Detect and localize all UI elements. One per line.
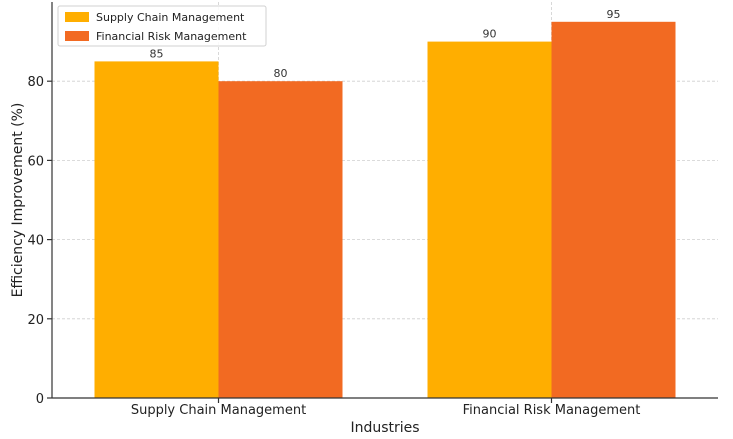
y-tick-label: 0	[36, 392, 44, 407]
bar-value-label: 85	[150, 47, 164, 60]
y-axis-label: Efficiency Improvement (%)	[10, 103, 26, 298]
legend-label-series-1: Supply Chain Management	[96, 11, 245, 24]
y-tick-label: 60	[27, 154, 44, 169]
bar	[94, 61, 219, 399]
axes	[47, 2, 718, 403]
tick-labels: 0 20 40 60 80 Supply Chain Management Financia…	[27, 75, 640, 418]
y-tick-label: 80	[27, 75, 44, 90]
bar-value-label: 90	[483, 28, 497, 41]
bar-value-label: 80	[274, 67, 288, 80]
x-axis-label: Industries	[350, 420, 419, 436]
bar	[427, 41, 552, 398]
bars	[94, 21, 676, 399]
bar	[218, 81, 343, 398]
x-tick-label: Financial Risk Management	[463, 403, 641, 418]
y-tick-label: 40	[27, 234, 44, 249]
y-tick-label: 20	[27, 313, 44, 328]
legend-swatch-series-2	[65, 31, 89, 41]
bar	[551, 21, 676, 399]
x-tick-label: Supply Chain Management	[131, 403, 306, 418]
legend: Supply Chain Management Financial Risk M…	[57, 5, 267, 47]
legend-swatch-series-1	[65, 12, 89, 22]
data-labels: 85 80 90 95	[150, 8, 621, 80]
bar-value-label: 95	[607, 8, 621, 21]
legend-label-series-2: Financial Risk Management	[96, 30, 247, 43]
legend-frame	[57, 5, 267, 47]
